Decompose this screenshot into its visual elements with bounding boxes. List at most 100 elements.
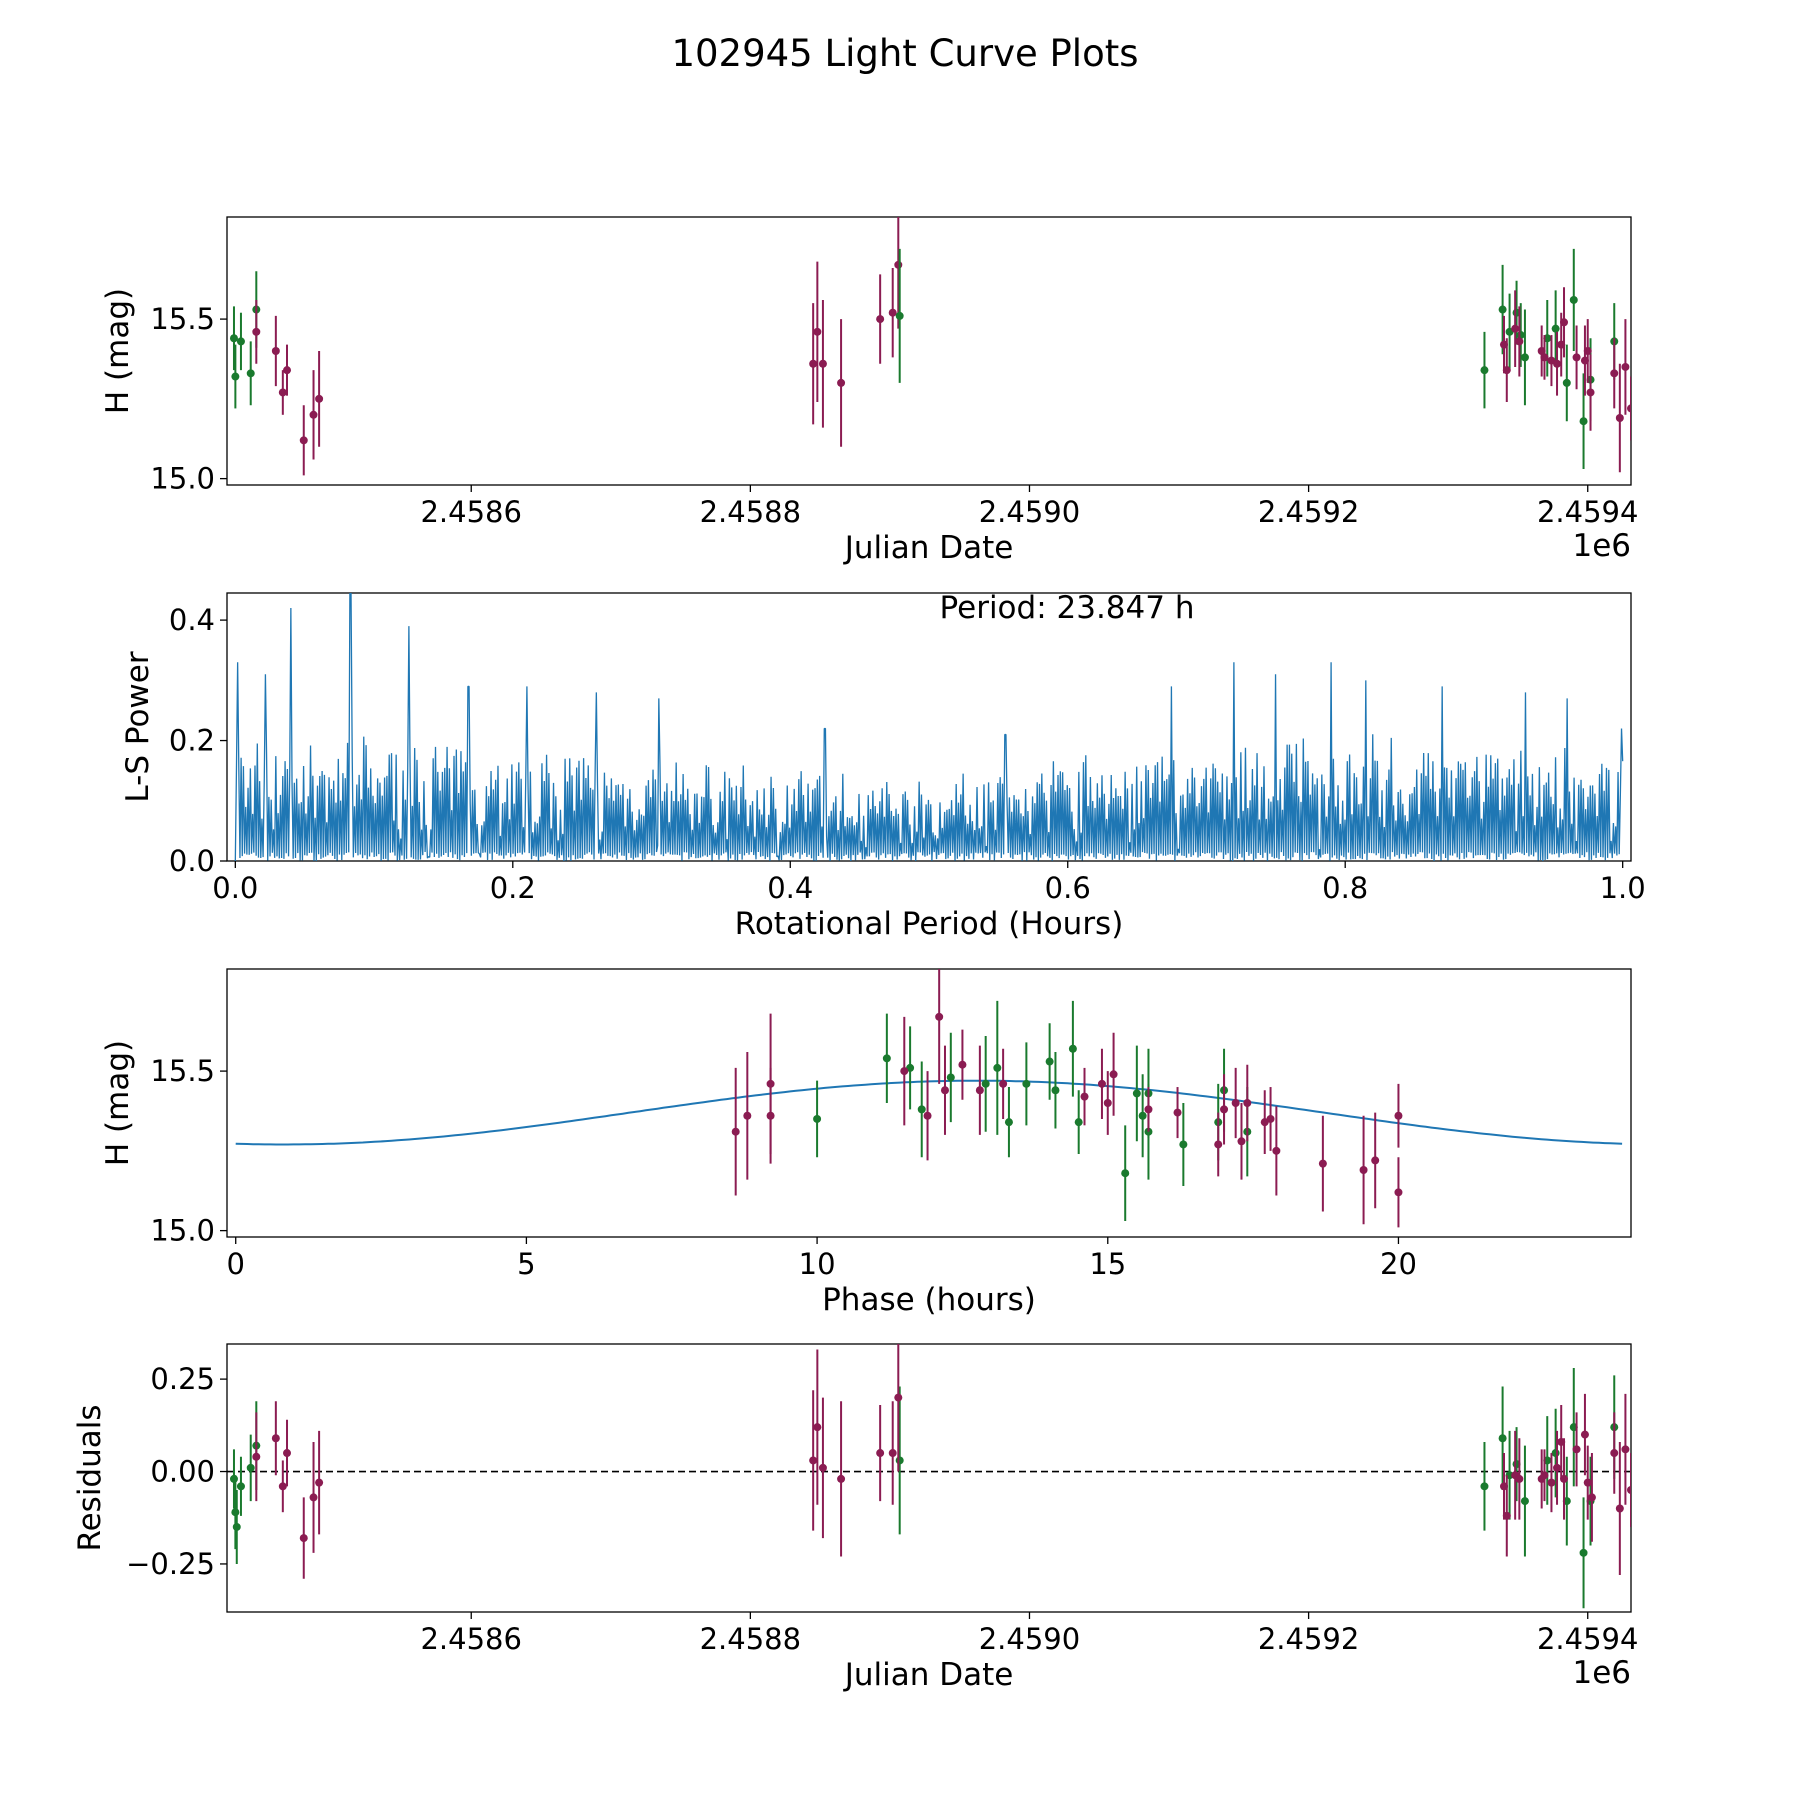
data-point [1243,1064,1252,1142]
data-point [1103,1071,1112,1135]
data-point [1615,363,1624,473]
data-point [1272,1106,1281,1196]
model-curve [235,1079,1623,1146]
point-marker [309,410,318,419]
point-marker [1132,1089,1141,1098]
periodogram-panel: 0.0 0.2 0.4 0.6 0.8 1.0 0.0 0.2 0.4 Period: 23.… [120,590,1646,942]
data-point [1074,1090,1083,1155]
residuals-y-ticks: 0.25 0.00 −0.25 [126,1362,227,1581]
point-marker [278,388,287,397]
data-point [1318,1115,1327,1212]
point-marker [1109,1070,1118,1079]
data-point [1547,335,1556,387]
point-marker [1540,1471,1549,1480]
point-marker [1004,1118,1013,1127]
data-point [895,248,904,383]
y-tick-label: 0.2 [169,724,215,758]
point-marker [315,1478,324,1487]
x-tick-label: 0 [226,1247,244,1281]
data-point [1579,1497,1588,1609]
x-tick-label: 2.4594 [1537,495,1638,529]
point-marker [917,1105,926,1114]
data-point [1562,344,1571,422]
data-point [876,274,885,364]
point-marker [246,1463,255,1472]
point-marker [1627,404,1631,413]
data-point [1371,1112,1380,1209]
point-marker [283,366,292,375]
data-point [1547,1453,1556,1513]
data-point [1627,376,1631,441]
data-point [252,1412,261,1502]
x-tick-label: 2.4588 [700,495,801,529]
data-point [940,1045,949,1135]
point-marker [743,1111,752,1120]
data-point [1237,1103,1246,1180]
data-point [923,1071,932,1161]
data-point [882,1013,891,1103]
point-marker [1551,324,1560,333]
data-point [1610,1412,1619,1494]
point-marker [1615,1504,1624,1513]
point-marker [1179,1140,1188,1149]
point-marker [958,1060,967,1069]
point-marker [271,1434,280,1443]
point-marker [1480,366,1489,375]
data-point [1231,1067,1240,1139]
residuals-y-label: Residuals [72,1404,108,1551]
data-point [1045,1023,1054,1100]
x-tick-label: 1.0 [1600,871,1646,905]
periodogram-x-ticks: 0.0 0.2 0.4 0.6 0.8 1.0 [212,861,1646,905]
data-point [1498,264,1507,355]
light-curve-x-label: Julian Date [843,530,1014,566]
data-point [1615,1441,1624,1576]
data-point [1144,1087,1153,1132]
point-marker [888,1449,897,1458]
data-point [1480,1441,1489,1531]
point-marker [809,1456,818,1465]
point-marker [1621,1445,1630,1454]
point-marker [1580,1430,1589,1439]
point-marker [1502,1511,1511,1520]
point-marker [236,337,245,346]
data-point [766,1067,775,1164]
point-marker [1610,1449,1619,1458]
data-point [1511,290,1520,367]
data-point [1394,1157,1403,1228]
point-marker [981,1079,990,1088]
phase-fold-marks [235,969,1623,1228]
data-point [894,217,903,329]
data-point [1569,248,1578,351]
point-marker [818,359,827,368]
data-point [981,1036,990,1132]
x-tick-label: 0.0 [212,871,258,905]
data-point [894,1344,903,1472]
x-tick-label: 5 [517,1247,535,1281]
data-point [271,315,280,387]
phase-fold-x-label: Phase (hours) [822,1282,1036,1318]
data-point [1579,373,1588,470]
point-marker [278,1482,287,1491]
data-point [1515,306,1524,377]
point-marker [1231,1099,1240,1107]
point-marker [895,1456,904,1465]
data-point [1551,290,1560,367]
data-point [1583,319,1592,383]
point-marker [236,1482,245,1491]
data-point [1587,1453,1596,1542]
point-marker [1553,1463,1562,1472]
data-point [818,299,827,428]
point-marker [1243,1099,1252,1107]
point-marker [1394,1188,1403,1197]
x-tick-label: 2.4586 [420,1622,521,1656]
data-point [876,1404,885,1502]
point-marker [229,1474,238,1483]
data-point [1540,1449,1549,1502]
periodogram-marks [234,593,1624,861]
point-marker [299,436,308,445]
point-marker [1569,295,1578,304]
point-marker [1237,1137,1246,1146]
point-marker [876,315,885,324]
data-point [1520,1445,1529,1557]
point-marker [894,1393,903,1402]
